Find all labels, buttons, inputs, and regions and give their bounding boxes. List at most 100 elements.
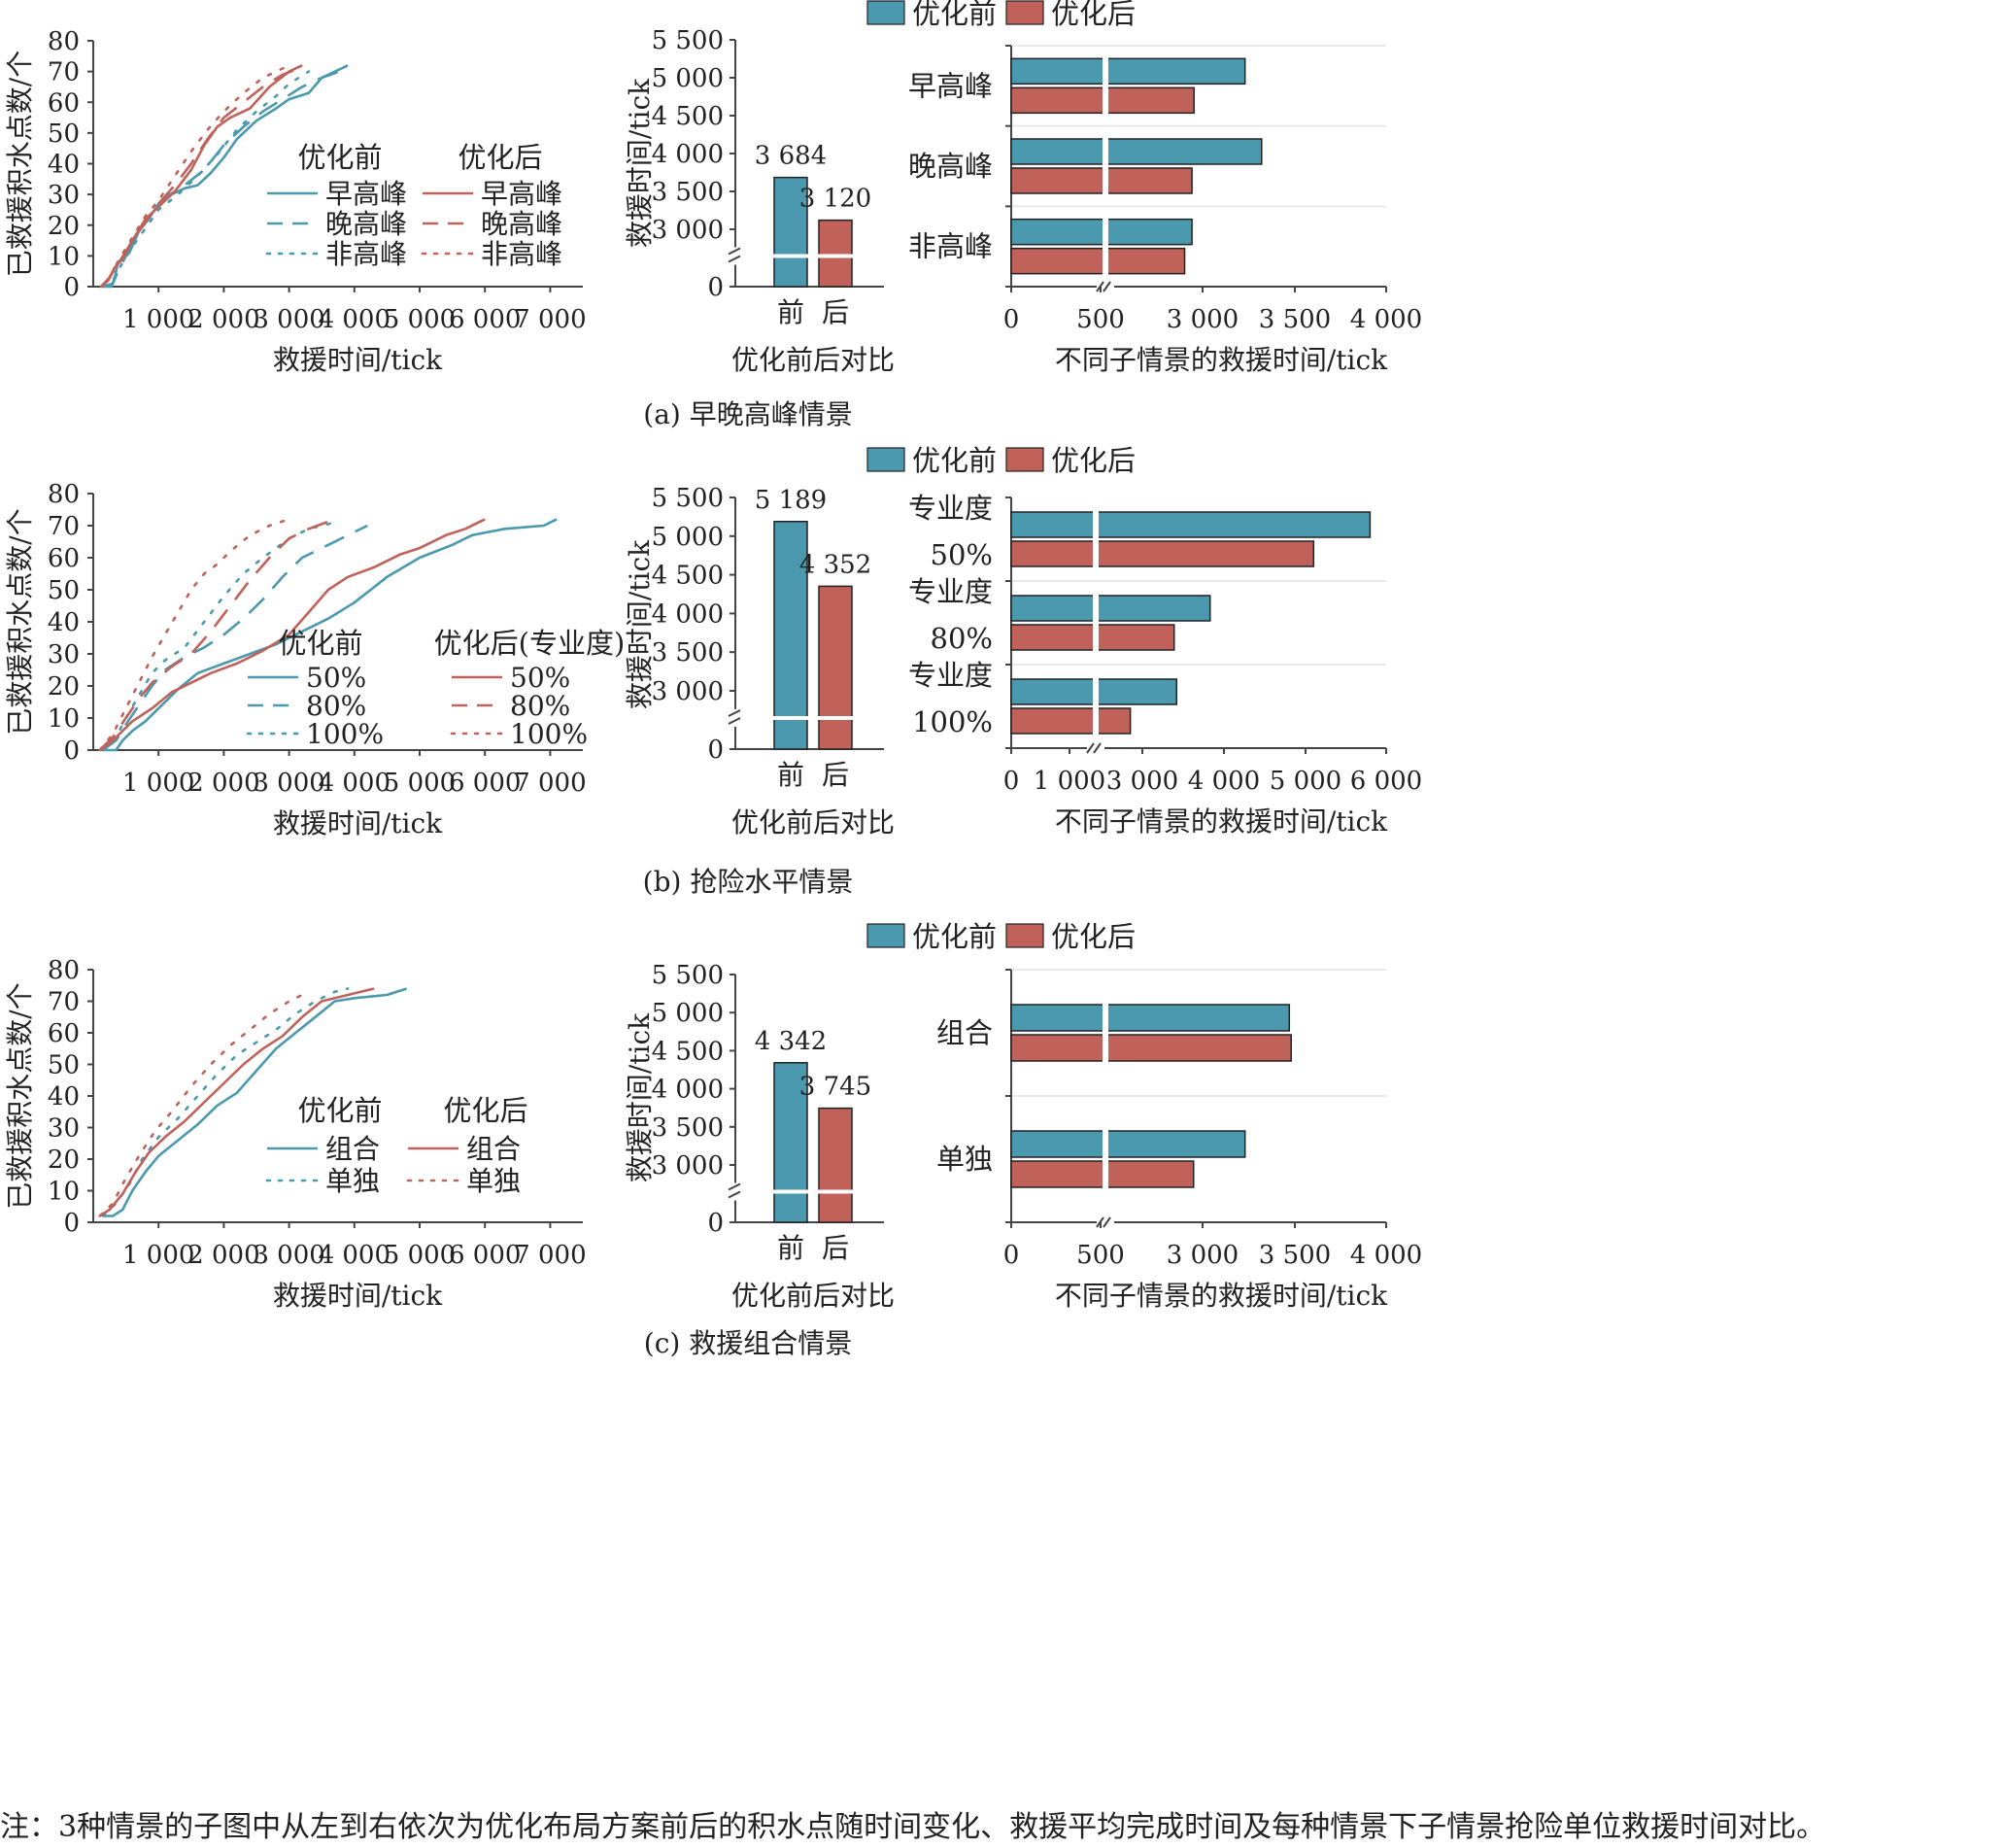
p0-right-legend-label-after: 优化后 (1051, 0, 1136, 30)
p2-mid-y-tick-label: 0 (707, 1209, 724, 1238)
p1-mid-y-tick-label: 0 (707, 736, 724, 765)
p1-line-legend-head-before: 优化前 (278, 627, 362, 660)
p1-right-legend-label-before: 优化前 (912, 444, 997, 477)
p1-line-y-axis-label: 已救援积水点数/个 (4, 508, 36, 735)
p1-line-legend-label-after: 50% (510, 662, 570, 694)
p1-line-x-tick-label: 4 000 (319, 769, 390, 798)
p0-line-y-tick-label: 80 (48, 27, 80, 56)
p1-right-x-tick-label: 6 000 (1350, 767, 1422, 796)
p0-mid-value-label-0: 3 684 (755, 142, 827, 171)
p0-line-series-1 (102, 67, 349, 289)
p0-right-x-tick-label: 0 (1003, 305, 1020, 334)
p0-line-y-tick-label: 20 (48, 212, 80, 241)
p2-line-x-axis-label: 救援时间/tick (273, 1280, 443, 1312)
p2-line-y-tick-label: 80 (48, 956, 80, 985)
p2-mid-y-tick-label: 3 000 (652, 1151, 724, 1181)
p0-mid-y-tick-label: 3 500 (652, 178, 724, 207)
p1-right-bar-0-1 (1010, 540, 1315, 567)
p0-mid-bar-0 (773, 176, 808, 288)
p0-right-x-axis-label: 不同子情景的救援时间/tick (1055, 344, 1388, 376)
p0-line-y-tick-label: 40 (48, 151, 80, 180)
p1-right-x-axis-break-stroke-1 (1086, 742, 1095, 754)
p1-mid-y-tick-label: 3 500 (652, 638, 724, 667)
p0-mid-y-axis-break (728, 247, 741, 265)
p2-line-legend-head-after: 优化后 (443, 1094, 527, 1127)
p1-right-category-label-0-b: 50% (931, 538, 993, 571)
p2-right-x-tick-label: 0 (1003, 1241, 1020, 1270)
p0-line-legend-label-before: 早高峰 (325, 178, 407, 210)
p0-line-legend-head-before: 优化前 (297, 141, 382, 174)
p1-mid-bar-break-0 (772, 716, 809, 720)
p0-right-bar-break-2-1 (1103, 246, 1108, 276)
p1-right-x-axis-label: 不同子情景的救援时间/tick (1055, 805, 1388, 838)
p0-right-x-axis-break-stroke-2 (1103, 281, 1111, 292)
p2-right-legend-swatch-after (1005, 923, 1044, 948)
p1-mid-y-axis-break-stroke-2 (728, 717, 741, 725)
p1-right-bar-2-1 (1010, 707, 1132, 735)
p0-right-bar-break-0-1 (1103, 86, 1108, 116)
p1-line-x-tick-label: 7 000 (514, 769, 586, 798)
p2-line-legend-label-after: 组合 (466, 1133, 521, 1165)
p0-mid-y-axis-break-stroke-1 (728, 247, 741, 256)
p1-line-y-tick-label: 80 (48, 480, 80, 509)
p1-right-category-label-2-a: 专业度 (908, 659, 993, 692)
p0-right-legend-swatch-after (1005, 0, 1044, 25)
p1-right-x-tick-label: 5 000 (1270, 767, 1341, 796)
p1-line-x-tick-label: 6 000 (449, 769, 521, 798)
p1-line-y-tick-label: 70 (48, 512, 80, 541)
p2-mid-y-axis-break-gap (731, 1182, 739, 1201)
p0-line-y-tick-label: 30 (48, 181, 80, 210)
p2-mid-y-tick-label: 4 000 (652, 1076, 724, 1105)
p1-line-legend-label-before: 100% (306, 718, 384, 750)
p2-line-y-tick-label: 70 (48, 988, 80, 1017)
p1-line-legend-head-after: 优化后(专业度) (434, 627, 626, 660)
p1-line-y-tick-label: 40 (48, 608, 80, 637)
p0-right-bar-break-1-1 (1103, 166, 1108, 195)
p1-right-x-tick-label: 1 000 (1034, 767, 1105, 796)
p1-right-bar-break-2-0 (1093, 677, 1099, 706)
p2-mid-category-label-1: 后 (822, 1232, 849, 1264)
p0-mid-value-label-1: 3 120 (799, 185, 871, 214)
p1-mid-y-tick-label: 4 000 (652, 599, 724, 629)
p0-line-x-tick-label: 6 000 (449, 305, 521, 334)
p0-right-category-label-0: 早高峰 (908, 69, 993, 102)
p1-line-legend-label-before: 50% (306, 662, 366, 694)
p2-line-legend-label-after: 单独 (466, 1165, 521, 1197)
p2-mid-y-axis-label: 救援时间/tick (624, 1012, 656, 1182)
p0-mid-category-label-0: 前 (777, 296, 804, 328)
p1-line-x-tick-label: 1 000 (122, 769, 194, 798)
p2-right-bar-0-0 (1010, 1004, 1291, 1032)
p2-right-legend-label-before: 优化前 (912, 920, 997, 953)
p2-right-x-axis-break (1096, 1216, 1114, 1228)
p1-line-series-5 (98, 518, 290, 752)
p2-right-x-axis-break-stroke-2 (1103, 1216, 1111, 1228)
p2-caption: (c) 救援组合情景 (644, 1327, 852, 1359)
p0-line-y-tick-label: 50 (48, 120, 80, 149)
p0-right-bar-2-0 (1010, 218, 1193, 246)
p0-mid-bar-1 (818, 219, 853, 288)
p2-mid-y-tick-label: 4 500 (652, 1037, 724, 1066)
p1-line-series-0 (103, 518, 558, 752)
p0-line-x-tick-label: 7 000 (514, 305, 586, 334)
p2-line-y-tick-label: 0 (63, 1209, 80, 1238)
p1-right-category-label-0-a: 专业度 (908, 492, 993, 525)
p1-line-legend-label-after: 80% (510, 690, 570, 722)
p2-line-x-tick-label: 2 000 (187, 1241, 259, 1270)
p1-line-x-axis-label: 救援时间/tick (273, 807, 443, 839)
p2-mid-y-tick-label: 5 000 (652, 999, 724, 1028)
p2-right-x-tick-label: 4 000 (1350, 1241, 1422, 1270)
p2-mid-bar-0 (773, 1062, 808, 1223)
p2-mid-category-label-0: 前 (777, 1232, 804, 1264)
p1-right-x-axis-break-stroke-2 (1093, 742, 1102, 754)
p0-mid-y-axis-break-stroke-2 (728, 255, 741, 263)
p1-mid-bar-1 (818, 585, 853, 750)
p1-mid-bar-0 (773, 521, 808, 750)
p2-line-y-tick-label: 60 (48, 1019, 80, 1048)
p0-mid-bar-break-1 (817, 254, 854, 258)
p0-right-x-tick-label: 4 000 (1350, 305, 1422, 334)
p1-line-x-tick-label: 2 000 (187, 769, 259, 798)
p0-right-legend-label-before: 优化前 (912, 0, 997, 30)
p2-right-bar-break-0-1 (1103, 1033, 1108, 1063)
p0-right-bar-2-1 (1010, 247, 1186, 275)
p0-right-category-label-1: 晚高峰 (908, 150, 993, 183)
